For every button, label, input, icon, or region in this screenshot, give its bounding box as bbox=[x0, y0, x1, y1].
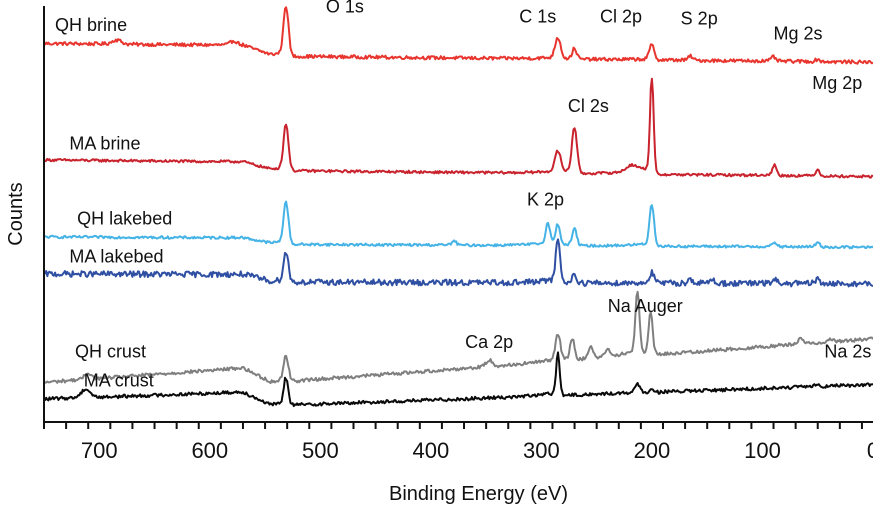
axes: 700 600 500 400 300 200 100 0 Binding Energy (e… bbox=[5, 6, 873, 505]
x-tick-label: 300 bbox=[523, 438, 560, 463]
x-tick-label: 400 bbox=[413, 438, 450, 463]
peak-annotation: Cl 2p bbox=[600, 7, 642, 27]
series-line-qh-brine bbox=[43, 6, 873, 65]
series-line-ma-crust bbox=[43, 351, 873, 408]
plot-lines bbox=[43, 6, 873, 408]
x-axis-title: Binding Energy (eV) bbox=[389, 483, 568, 504]
x-ticks: 700 600 500 400 300 200 100 0 bbox=[43, 422, 873, 463]
x-tick-label: 0 bbox=[867, 438, 873, 463]
series-label: MA lakebed bbox=[69, 247, 163, 267]
x-tick-label: 100 bbox=[744, 438, 781, 463]
peak-annotation: Ca 2p bbox=[465, 332, 513, 352]
peak-annotation: Mg 2s bbox=[774, 23, 823, 43]
series-line-ma-lakebed bbox=[43, 238, 873, 288]
peak-annotation: K 2p bbox=[527, 190, 564, 210]
peak-annotation: C 1s bbox=[519, 7, 556, 27]
x-tick-label: 600 bbox=[191, 438, 228, 463]
peak-annotation: Mg 2p bbox=[812, 73, 862, 93]
series-label: QH lakebed bbox=[77, 208, 172, 228]
series-label: MA brine bbox=[69, 134, 140, 154]
peak-annotation: S 2p bbox=[681, 9, 718, 29]
series-line-qh-lakebed bbox=[43, 200, 873, 250]
x-tick-label: 200 bbox=[634, 438, 671, 463]
x-tick-label: 500 bbox=[302, 438, 339, 463]
x-tick-label: 700 bbox=[81, 438, 118, 463]
series-label: MA crust bbox=[84, 371, 154, 391]
peak-annotations: O 1s C 1s Cl 2p S 2p Mg 2s Mg 2p Cl 2s K 2p Na A… bbox=[326, 0, 872, 362]
peak-annotation: O 1s bbox=[326, 0, 364, 16]
series-label: QH brine bbox=[55, 15, 127, 35]
series-line-ma-brine bbox=[43, 77, 873, 179]
peak-annotation: Na 2s bbox=[824, 342, 871, 362]
series-line-qh-crust bbox=[43, 290, 873, 385]
y-axis-title: Counts bbox=[5, 182, 27, 245]
series-labels: QH brine MA brine QH lakebed MA lakebed QH c… bbox=[55, 15, 172, 391]
peak-annotation: Na Auger bbox=[608, 296, 683, 316]
series-label: QH crust bbox=[75, 342, 146, 362]
peak-annotation: Cl 2s bbox=[568, 96, 609, 116]
